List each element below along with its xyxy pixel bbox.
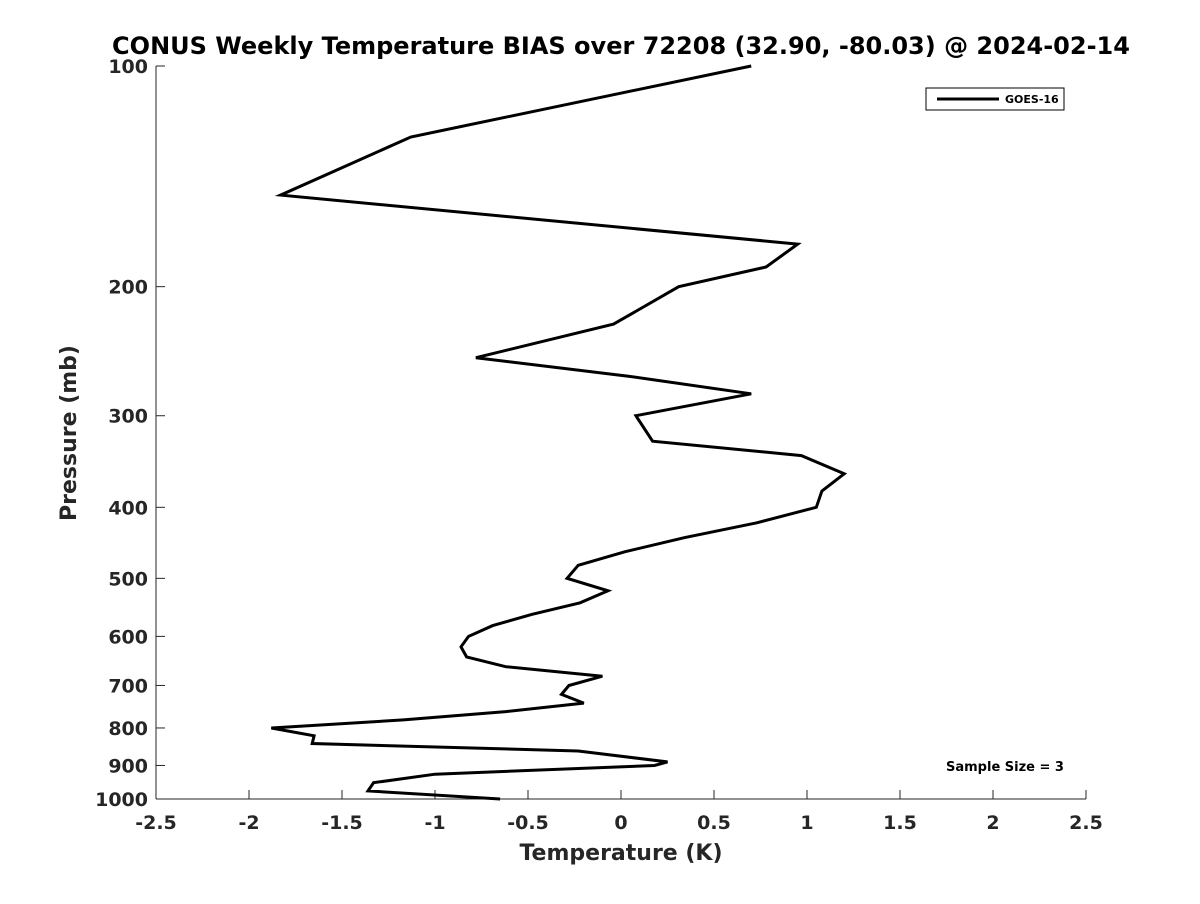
sample-size-annotation: Sample Size = 3	[946, 760, 1064, 775]
y-tick-label: 300	[108, 406, 148, 428]
y-axis-label: Pressure (mb)	[57, 345, 82, 521]
y-tick-label: 200	[108, 277, 148, 299]
x-tick-label: -2.5	[135, 812, 177, 834]
legend: GOES-16	[925, 87, 1065, 111]
x-tick-label: -1.5	[321, 812, 363, 834]
x-tick-label: 1	[800, 812, 813, 834]
x-tick-label: 1.5	[883, 812, 917, 834]
legend-entry-goes-16: GOES-16	[1005, 93, 1059, 106]
x-tick-label: -2	[238, 812, 259, 834]
series-layer	[271, 64, 848, 801]
x-axis-label: Temperature (K)	[519, 841, 722, 866]
x-tick-label: 2	[986, 812, 999, 834]
chart-title: CONUS Weekly Temperature BIAS over 72208…	[112, 32, 1130, 60]
x-tick-label: -1	[424, 812, 445, 834]
x-tick-label: 0.5	[697, 812, 731, 834]
y-tick-label: 700	[108, 675, 148, 697]
y-tick-label: 500	[108, 568, 148, 590]
axis-ticks: -2.5 -2 -1.5 -1 -0.5 0 0.5 1 1.5 2 2.5 100 200 300 400…	[95, 56, 1103, 834]
x-tick-label: -0.5	[507, 812, 549, 834]
y-tick-label: 900	[108, 755, 148, 777]
y-tick-label: 800	[108, 718, 148, 740]
x-tick-label: 2.5	[1069, 812, 1103, 834]
y-tick-label: 1000	[95, 789, 148, 811]
series-line-goes-16	[271, 64, 848, 801]
y-tick-label: 600	[108, 626, 148, 648]
y-tick-label: 100	[108, 56, 148, 78]
plot-area	[155, 66, 1086, 800]
y-tick-label: 400	[108, 497, 148, 519]
x-tick-label: 0	[614, 812, 627, 834]
